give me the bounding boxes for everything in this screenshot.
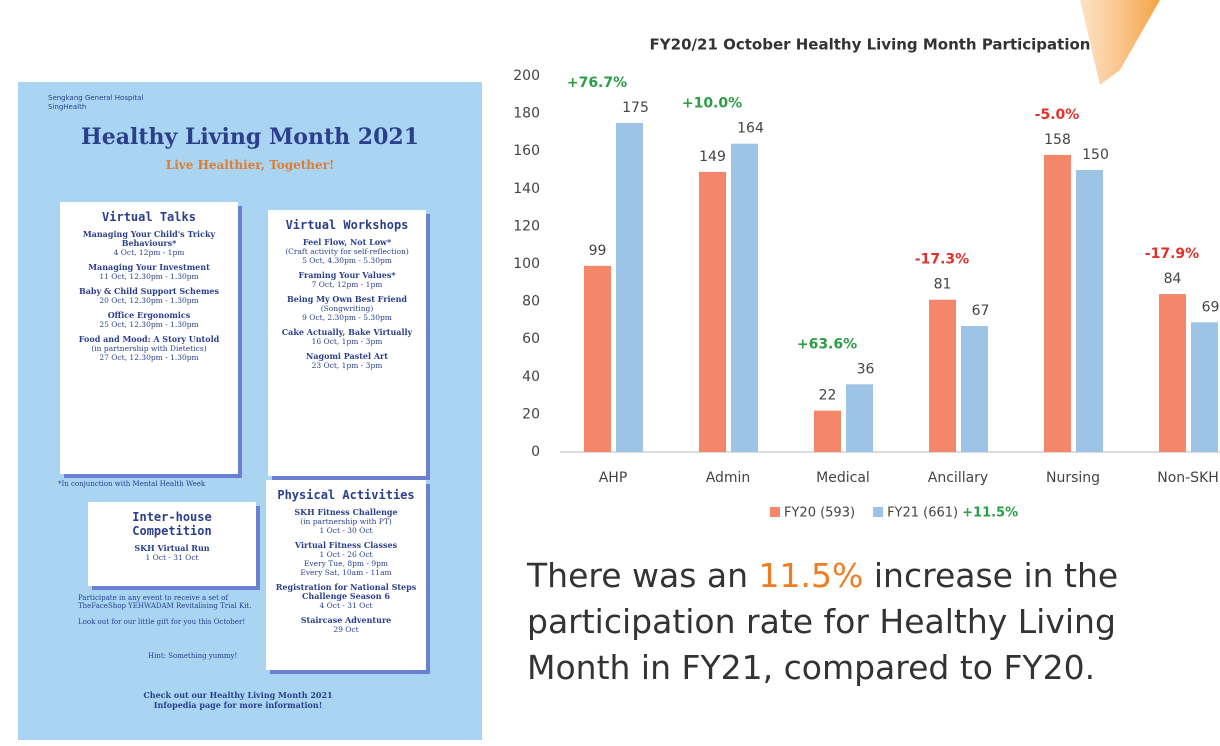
bar [1159, 294, 1186, 452]
bar [846, 384, 873, 452]
bar [584, 266, 611, 452]
y-tick-label: 200 [513, 68, 540, 84]
value-label: 84 [1164, 271, 1182, 287]
value-label: 22 [819, 388, 837, 404]
value-label: 99 [589, 243, 607, 259]
chart-title: FY20/21 October Healthy Living Month Par… [650, 36, 1091, 54]
y-tick-label: 60 [522, 331, 540, 347]
x-tick-label: Non-SKH [1157, 470, 1219, 486]
change-label: +76.7% [567, 75, 627, 91]
legend-swatch [873, 507, 883, 517]
value-label: 81 [934, 277, 952, 293]
x-tick-label: Admin [706, 470, 751, 486]
y-tick-label: 180 [513, 106, 540, 122]
value-label: 164 [737, 121, 764, 137]
legend-label: FY21 (661) [887, 506, 958, 521]
bar [814, 411, 841, 452]
value-label: 158 [1044, 132, 1071, 148]
change-label: -5.0% [1035, 107, 1080, 123]
bar [699, 172, 726, 452]
legend-label: FY20 (593) [784, 506, 855, 521]
x-tick-label: Ancillary [928, 470, 988, 486]
value-label: 150 [1082, 147, 1109, 163]
bar [1076, 170, 1103, 452]
caption: There was an 11.5% increase in the parti… [527, 553, 1217, 691]
value-label: 36 [857, 361, 875, 377]
change-label: -17.3% [915, 252, 969, 268]
bar [731, 144, 758, 452]
y-tick-label: 40 [522, 369, 540, 385]
change-label: +10.0% [682, 96, 742, 112]
x-tick-label: Nursing [1046, 470, 1100, 486]
value-label: 149 [699, 149, 726, 165]
bar [1191, 322, 1218, 452]
x-tick-label: AHP [599, 470, 628, 486]
y-tick-label: 120 [513, 218, 540, 234]
y-tick-label: 80 [522, 294, 540, 310]
legend-swatch [770, 507, 780, 517]
x-tick-label: Medical [816, 470, 870, 486]
y-tick-label: 160 [513, 143, 540, 159]
bar [1044, 155, 1071, 452]
bar [616, 123, 643, 452]
y-tick-label: 0 [531, 444, 540, 460]
legend-note: +11.5% [962, 506, 1018, 521]
value-label: 67 [972, 303, 990, 319]
value-label: 69 [1202, 299, 1220, 315]
change-label: -17.9% [1145, 246, 1199, 262]
slide: Sengkang General HospitalSingHealthHealt… [0, 0, 1220, 746]
caption-text: There was an [527, 556, 759, 595]
caption-highlight: 11.5% [759, 556, 864, 595]
y-tick-label: 20 [522, 406, 540, 422]
y-tick-label: 140 [513, 181, 540, 197]
y-tick-label: 100 [513, 256, 540, 272]
bar [961, 326, 988, 452]
value-label: 175 [622, 100, 649, 116]
change-label: +63.6% [797, 336, 857, 352]
bar [929, 300, 956, 452]
